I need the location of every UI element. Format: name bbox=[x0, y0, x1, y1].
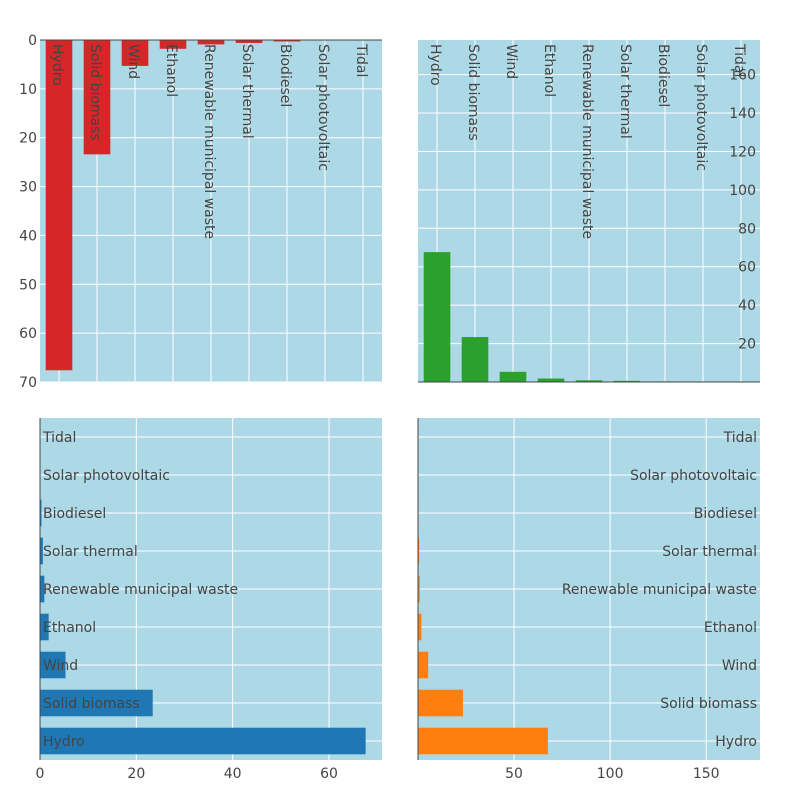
bar bbox=[423, 252, 451, 382]
x-category-label: Tidal bbox=[353, 43, 369, 77]
bar bbox=[418, 689, 463, 717]
y-tick-label: 30 bbox=[19, 180, 37, 196]
x-category-label: Wind bbox=[125, 44, 141, 79]
bar bbox=[40, 613, 49, 641]
bar bbox=[499, 371, 527, 382]
bar bbox=[40, 537, 43, 565]
bar bbox=[235, 40, 263, 43]
bar bbox=[575, 380, 603, 382]
x-category-label: Ethanol bbox=[163, 44, 179, 97]
bar bbox=[159, 40, 187, 49]
bar bbox=[121, 40, 149, 66]
subplot-top-left: 0 10 20 30 40 50 60 70 Hydro Solid biomass Wind Eth… bbox=[19, 33, 382, 391]
y-category-label: Solar photovoltaic bbox=[630, 468, 757, 484]
y-tick-label: 60 bbox=[19, 326, 37, 342]
y-category-label: Tidal bbox=[42, 430, 76, 446]
bar bbox=[418, 613, 422, 641]
y-category-label: Solar photovoltaic bbox=[43, 468, 170, 484]
x-category-label: Solid biomass bbox=[465, 44, 481, 141]
y-category-label: Tidal bbox=[723, 430, 757, 446]
x-category-label: Biodiesel bbox=[655, 44, 671, 107]
bar bbox=[418, 727, 548, 755]
x-tick-label: 50 bbox=[505, 766, 523, 782]
y-tick-label: 60 bbox=[738, 260, 756, 276]
x-tick-label: 20 bbox=[127, 766, 145, 782]
y-tick-label: 80 bbox=[738, 221, 756, 237]
y-category-label: Hydro bbox=[43, 734, 85, 750]
bar bbox=[418, 575, 420, 603]
x-tick-label: 40 bbox=[224, 766, 242, 782]
x-category-label: Hydro bbox=[427, 44, 443, 86]
y-tick-label: 10 bbox=[19, 82, 37, 98]
bar bbox=[45, 40, 73, 371]
bar bbox=[40, 651, 66, 679]
y-tick-label: 100 bbox=[729, 183, 756, 199]
x-category-label: Renewable municipal waste bbox=[579, 44, 595, 239]
bar bbox=[418, 537, 420, 565]
y-category-label: Solar thermal bbox=[43, 544, 138, 560]
bar bbox=[613, 380, 641, 382]
y-category-label: Biodiesel bbox=[43, 506, 106, 522]
y-category-label: Ethanol bbox=[43, 620, 96, 636]
y-tick-label: 160 bbox=[729, 68, 756, 84]
y-tick-label: 40 bbox=[19, 228, 37, 244]
x-category-label: Ethanol bbox=[541, 44, 557, 97]
y-category-label: Wind bbox=[43, 658, 78, 674]
x-category-label: Solar thermal bbox=[617, 44, 633, 139]
bar bbox=[40, 575, 45, 603]
x-category-label: Solar photovoltaic bbox=[693, 44, 709, 171]
x-category-label: Biodiesel bbox=[277, 44, 293, 107]
x-tick-label: 0 bbox=[36, 766, 45, 782]
y-category-label: Hydro bbox=[715, 734, 757, 750]
x-tick-label: 100 bbox=[597, 766, 624, 782]
bar bbox=[40, 727, 366, 755]
bar bbox=[273, 40, 301, 42]
x-category-label: Wind bbox=[503, 44, 519, 79]
bar bbox=[537, 378, 565, 382]
y-tick-label: 140 bbox=[729, 106, 756, 122]
x-category-label: Solar thermal bbox=[239, 44, 255, 139]
x-category-label: Renewable municipal waste bbox=[201, 44, 217, 239]
subplot-bottom-right: 50 100 150 Hydro Solid biomass Wind Ethanol Ren… bbox=[417, 418, 760, 782]
bar bbox=[40, 689, 153, 717]
subplot-bottom-left: 0 20 40 60 Hydro Solid biomass Wind Ethanol Rene… bbox=[36, 418, 382, 782]
y-category-label: Solid biomass bbox=[43, 696, 140, 712]
y-category-label: Renewable municipal waste bbox=[562, 582, 757, 598]
bar bbox=[83, 40, 111, 155]
x-category-label: Solid biomass bbox=[87, 44, 103, 141]
y-tick-label: 0 bbox=[28, 33, 37, 49]
y-category-label: Renewable municipal waste bbox=[43, 582, 238, 598]
bar bbox=[461, 337, 489, 382]
y-tick-label: 50 bbox=[19, 277, 37, 293]
y-category-label: Solar thermal bbox=[662, 544, 757, 560]
y-tick-label: 20 bbox=[738, 337, 756, 353]
y-category-label: Wind bbox=[722, 658, 757, 674]
x-category-label: Solar photovoltaic bbox=[315, 44, 331, 171]
x-tick-label: 150 bbox=[693, 766, 720, 782]
y-tick-label: 20 bbox=[19, 131, 37, 147]
x-category-label: Hydro bbox=[49, 44, 65, 86]
y-category-label: Biodiesel bbox=[694, 506, 757, 522]
bar bbox=[40, 499, 42, 527]
y-tick-label: 70 bbox=[19, 375, 37, 391]
y-category-label: Ethanol bbox=[704, 620, 757, 636]
subplot-top-right: 20 40 60 80 100 120 140 160 Hydro Solid biomass Wi… bbox=[418, 40, 760, 383]
bar bbox=[418, 651, 429, 679]
y-category-label: Solid biomass bbox=[660, 696, 757, 712]
y-tick-label: 120 bbox=[729, 144, 756, 160]
x-tick-label: 60 bbox=[320, 766, 338, 782]
y-tick-label: 40 bbox=[738, 298, 756, 314]
x-category-label: Tidal bbox=[731, 43, 747, 77]
bar bbox=[197, 40, 225, 45]
